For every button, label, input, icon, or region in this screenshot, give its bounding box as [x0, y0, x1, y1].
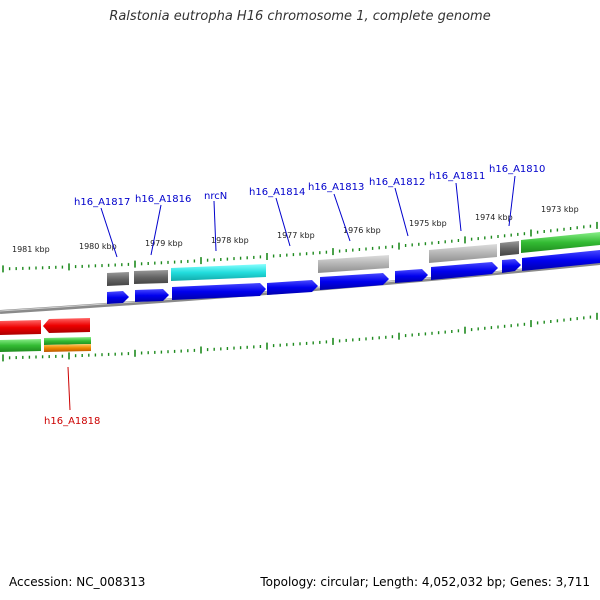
- gene-h16_A1810-box[interactable]: [500, 241, 519, 256]
- gene-label-h16_A1812[interactable]: h16_A1812: [369, 177, 425, 188]
- gene-h16_A1818-orange-box[interactable]: [44, 344, 91, 352]
- gene-h16_A1811-box[interactable]: [429, 244, 497, 263]
- kbp-label-1974: 1974 kbp: [475, 213, 513, 222]
- gene-green-box[interactable]: [521, 232, 600, 253]
- kbp-label-1975: 1975 kbp: [409, 219, 447, 228]
- cds-h16_A1814-arrow[interactable]: [267, 280, 318, 295]
- gene-label-h16_A1818[interactable]: h16_A1818: [44, 416, 100, 427]
- gene-label-h16_A1813[interactable]: h16_A1813: [308, 182, 364, 193]
- cds-h16_A1811-arrow[interactable]: [431, 262, 498, 280]
- cds-h16_A1813-arrow[interactable]: [320, 273, 389, 290]
- gene-h16_A1817-box[interactable]: [107, 272, 129, 286]
- kbp-labels: 1981 kbp 1980 kbp 1979 kbp 1978 kbp 1977…: [12, 205, 579, 254]
- gene-track-outer: [107, 232, 600, 286]
- gene-label-h16_A1817[interactable]: h16_A1817: [74, 197, 130, 208]
- cds-h16_A1816-arrow[interactable]: [135, 289, 169, 302]
- gene-h16_A1813-box[interactable]: [318, 255, 389, 273]
- gene-left-green-box[interactable]: [0, 339, 41, 352]
- cds-h16_A1810-arrow[interactable]: [502, 259, 521, 273]
- cds-nrcN-arrow[interactable]: [172, 283, 266, 300]
- lower-tick-track: [2, 312, 598, 362]
- cds-next-arrow[interactable]: [522, 250, 600, 271]
- cds-h16_A1818-arrow[interactable]: [43, 318, 90, 333]
- label-leaders: [67, 175, 516, 411]
- gene-label-nrcN[interactable]: nrcN: [204, 191, 227, 202]
- gene-label-h16_A1816[interactable]: h16_A1816: [135, 194, 191, 205]
- gene-nrcN-box[interactable]: [171, 264, 266, 281]
- gene-label-h16_A1810[interactable]: h16_A1810: [489, 164, 545, 175]
- kbp-label-1976: 1976 kbp: [343, 226, 381, 235]
- topology-text: Topology: circular; Length: 4,052,032 bp…: [260, 575, 590, 589]
- cds-left-red-arrow[interactable]: [0, 320, 41, 335]
- gene-label-h16_A1811[interactable]: h16_A1811: [429, 171, 485, 182]
- kbp-label-1977: 1977 kbp: [277, 231, 315, 240]
- upper-tick-track: [2, 221, 598, 273]
- kbp-label-1981: 1981 kbp: [12, 245, 50, 254]
- gene-h16_A1818-box[interactable]: [44, 337, 91, 345]
- kbp-label-1980: 1980 kbp: [79, 242, 117, 251]
- gene-track-lower: [0, 318, 91, 352]
- cds-h16_A1812-arrow[interactable]: [395, 269, 428, 283]
- accession-text: Accession: NC_008313: [9, 575, 146, 589]
- gene-labels: h16_A1817 h16_A1816 nrcN h16_A1814 h16_A…: [44, 164, 545, 427]
- kbp-label-1973: 1973 kbp: [541, 205, 579, 214]
- map-title: Ralstonia eutropha H16 chromosome 1, com…: [109, 9, 491, 24]
- gene-label-h16_A1814[interactable]: h16_A1814: [249, 187, 305, 198]
- gene-h16_A1816-box[interactable]: [134, 270, 168, 284]
- cds-track: [107, 250, 600, 304]
- kbp-label-1979: 1979 kbp: [145, 239, 183, 248]
- kbp-label-1978: 1978 kbp: [211, 236, 249, 245]
- cds-h16_A1817-arrow[interactable]: [107, 291, 129, 304]
